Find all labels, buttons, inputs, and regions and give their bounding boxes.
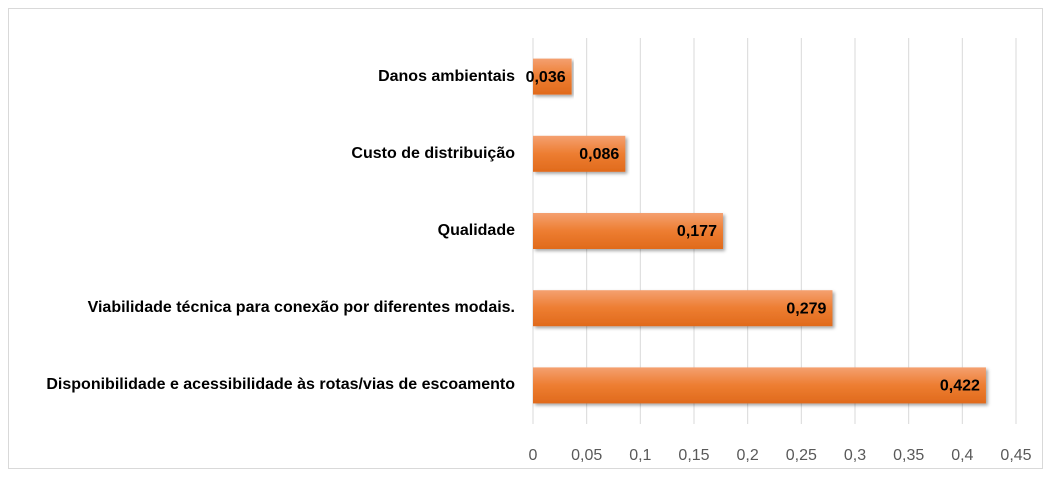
value-label: 0,279 <box>786 300 826 317</box>
category-label-box: Viabilidade técnica para conexão por dif… <box>10 278 515 338</box>
value-label: 0,086 <box>579 146 619 163</box>
category-label-box: Danos ambientais <box>10 47 515 107</box>
category-label-box: Custo de distribuição <box>10 124 515 184</box>
bar <box>533 58 572 95</box>
bar <box>533 135 626 172</box>
category-label: Danos ambientais <box>378 67 515 85</box>
chart-frame <box>8 8 1043 469</box>
x-tick-label: 0 <box>529 447 538 464</box>
category-label: Qualidade <box>437 222 515 239</box>
category-label: Disponibilidade e acessibilidade às rota… <box>46 376 515 394</box>
category-label: Viabilidade técnica para conexão por dif… <box>87 299 515 317</box>
bar <box>533 213 723 249</box>
x-tick-label: 0,15 <box>678 447 709 464</box>
x-tick-label: 0,35 <box>893 447 924 464</box>
x-tick-label: 0,2 <box>737 447 759 464</box>
x-tick-label: 0,05 <box>571 447 602 464</box>
x-tick-label: 0,3 <box>844 447 866 464</box>
value-label: 0,036 <box>526 69 566 86</box>
value-label: 0,422 <box>940 378 980 395</box>
category-label: Custo de distribuição <box>351 144 515 162</box>
x-tick-label: 0,4 <box>951 447 973 464</box>
x-tick-label: 0,45 <box>1000 447 1031 464</box>
category-label-box: Qualidade <box>10 201 515 261</box>
value-label: 0,177 <box>677 223 717 240</box>
bar <box>533 290 833 327</box>
x-tick-label: 0,25 <box>786 447 817 464</box>
x-tick-label: 0,1 <box>629 447 651 464</box>
bar <box>533 367 986 404</box>
category-label-box: Disponibilidade e acessibilidade às rota… <box>10 355 515 415</box>
